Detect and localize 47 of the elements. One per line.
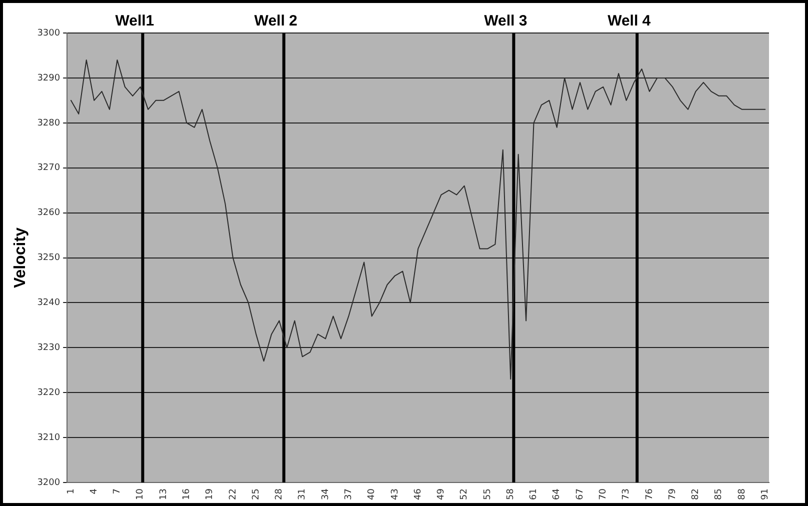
x-tick-label: 82 — [691, 488, 702, 500]
x-tick-label: 79 — [668, 488, 678, 500]
x-tick-label: 10 — [136, 488, 146, 500]
x-tick-label: 37 — [344, 488, 354, 500]
x-tick-label: 88 — [737, 488, 748, 500]
y-tick-label: 3290 — [37, 73, 60, 84]
x-tick-label: 19 — [205, 488, 216, 500]
x-tick-label: 58 — [506, 488, 516, 500]
x-tick-label: 91 — [760, 488, 770, 500]
x-tick-label: 34 — [320, 488, 331, 500]
y-tick-label: 3260 — [37, 208, 60, 218]
x-tick-label: 55 — [482, 488, 493, 500]
x-tick-label: 52 — [460, 488, 470, 500]
y-axis-title: Velocity — [12, 227, 30, 288]
y-tick-label: 3240 — [37, 298, 60, 308]
ref-line-label: Well1 — [115, 12, 154, 30]
y-tick-label: 3230 — [37, 343, 60, 354]
ref-line-label: Well 3 — [484, 12, 528, 30]
x-tick-label: 46 — [413, 488, 424, 500]
ref-line-label: Well 4 — [608, 12, 652, 30]
y-tick-label: 3270 — [37, 163, 60, 174]
x-tick-label: 22 — [228, 488, 238, 500]
x-tick-label: 67 — [575, 488, 586, 500]
x-tick-label: 49 — [436, 488, 447, 500]
x-tick-label: 76 — [644, 488, 655, 500]
y-tick-label: 3280 — [37, 118, 60, 128]
y-tick-label: 3210 — [37, 432, 60, 443]
y-tick-label: 3200 — [37, 478, 60, 488]
x-tick-label: 31 — [298, 488, 308, 500]
x-tick-label: 28 — [274, 488, 285, 500]
x-tick-label: 64 — [552, 488, 562, 500]
x-tick-label: 25 — [251, 488, 262, 500]
x-tick-label: 7 — [112, 488, 123, 494]
x-tick-label: 13 — [158, 488, 169, 500]
y-tick-label: 3300 — [37, 28, 60, 38]
x-tick-label: 43 — [390, 488, 400, 500]
x-tick-label: 73 — [622, 488, 632, 500]
y-tick-label: 3220 — [37, 388, 60, 398]
x-tick-label: 16 — [182, 488, 192, 500]
x-tick-label: 85 — [714, 488, 724, 500]
ref-line-label: Well 2 — [254, 12, 298, 30]
x-tick-label: 70 — [598, 488, 609, 500]
x-tick-label: 4 — [89, 488, 100, 494]
x-tick-label: 61 — [529, 488, 540, 500]
x-tick-label: 1 — [66, 488, 76, 494]
y-tick-label: 3250 — [37, 253, 60, 264]
x-tick-label: 40 — [367, 488, 378, 500]
